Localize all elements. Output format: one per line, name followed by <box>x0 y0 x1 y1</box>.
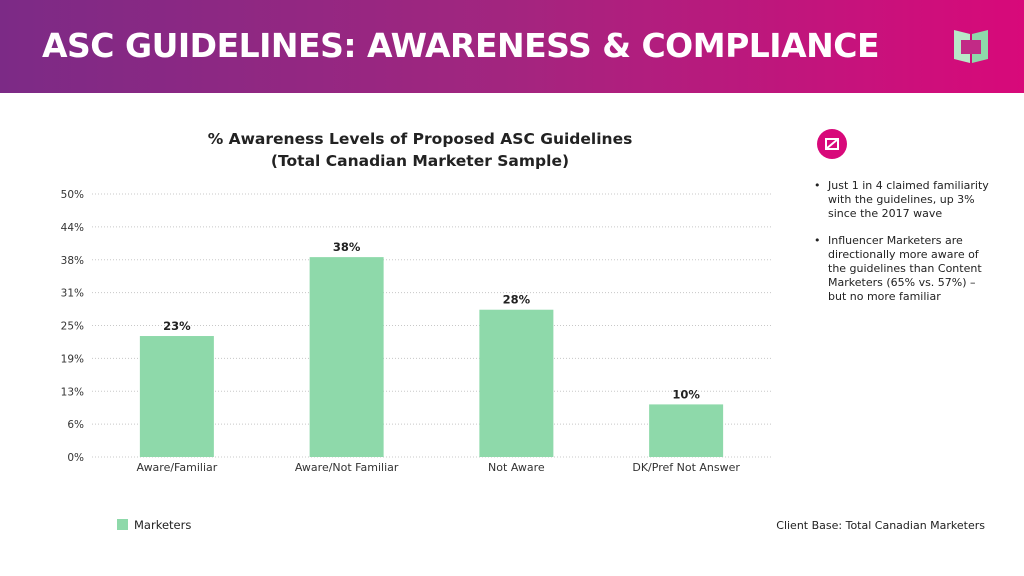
y-tick-label: 31% <box>61 288 84 300</box>
insight-icon <box>817 129 847 159</box>
source-note: Client Base: Total Canadian Marketers <box>776 519 985 532</box>
insight-text: Just 1 in 4 claimed familiarity with the… <box>828 179 989 220</box>
y-tick-label: 50% <box>61 189 84 201</box>
bar-chart: 0% 6% 13% 19% 25% 31% 38% 44% 50% 23% Aware/Famili… <box>61 189 771 474</box>
chart-title-line-2: (Total Canadian Marketer Sample) <box>270 152 570 170</box>
y-tick-label: 38% <box>61 255 84 267</box>
page-title: ASC GUIDELINES: AWARENESS & COMPLIANCE <box>42 26 880 65</box>
bar <box>649 404 724 457</box>
x-category-label: Aware/Familiar <box>136 461 217 474</box>
y-tick-label: 19% <box>61 353 84 365</box>
x-category-label: DK/Pref Not Answer <box>632 461 740 474</box>
data-label: 10% <box>672 387 700 401</box>
bar <box>139 336 214 457</box>
x-category-label: Aware/Not Familiar <box>295 461 399 474</box>
y-tick-label: 44% <box>61 222 84 234</box>
y-tick-label: 13% <box>61 386 84 398</box>
legend-label: Marketers <box>134 518 192 532</box>
bar <box>479 309 554 457</box>
insight-text: Influencer Marketers are directionally m… <box>828 234 982 303</box>
bullet-glyph: • <box>814 234 821 248</box>
chart-title-line-1: % Awareness Levels of Proposed ASC Guide… <box>207 130 633 148</box>
data-label: 28% <box>503 293 531 307</box>
insight-item: • Just 1 in 4 claimed familiarity with t… <box>814 179 989 220</box>
brand-logo-icon <box>954 30 988 63</box>
x-category-label: Not Aware <box>488 461 545 474</box>
data-label: 23% <box>163 319 191 333</box>
y-tick-label: 0% <box>67 452 84 464</box>
legend-swatch <box>117 519 128 530</box>
insights-list: • Just 1 in 4 claimed familiarity with t… <box>814 179 989 317</box>
chart-title: % Awareness Levels of Proposed ASC Guide… <box>130 128 710 172</box>
header-banner: ASC GUIDELINES: AWARENESS & COMPLIANCE <box>0 0 1024 93</box>
insight-item: • Influencer Marketers are directionally… <box>814 234 989 303</box>
bar <box>309 257 384 457</box>
y-tick-label: 6% <box>67 419 84 431</box>
bullet-glyph: • <box>814 179 821 192</box>
y-tick-label: 25% <box>61 321 84 333</box>
chart-legend: Marketers <box>117 518 191 532</box>
data-label: 38% <box>333 240 361 254</box>
